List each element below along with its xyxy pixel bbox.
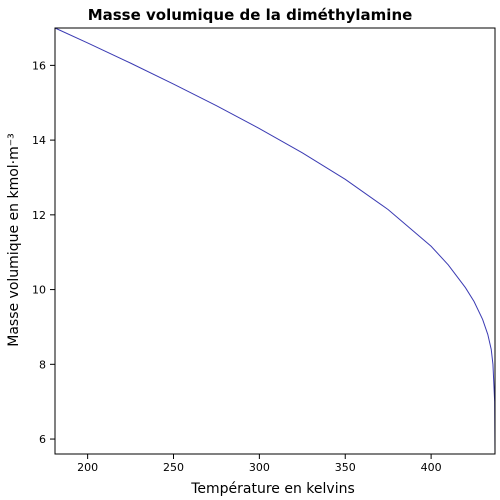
- y-axis-label: Masse volumique en kmol·m⁻³: [6, 133, 22, 347]
- x-tick-label: 300: [249, 461, 270, 474]
- x-axis-label: Température en kelvins: [190, 481, 355, 497]
- plot-frame: [54, 27, 496, 455]
- chart-title: Masse volumique de la diméthylamine: [88, 6, 413, 24]
- y-tick-label: 14: [32, 134, 46, 147]
- x-tick-label: 400: [421, 461, 442, 474]
- x-tick-label: 200: [77, 461, 98, 474]
- y-tick-label: 10: [32, 284, 46, 297]
- y-tick-label: 16: [32, 59, 46, 72]
- y-tick-label: 12: [32, 209, 46, 222]
- y-tick-label: 6: [39, 433, 46, 446]
- x-tick-label: 250: [163, 461, 184, 474]
- y-tick-label: 8: [39, 358, 46, 371]
- x-tick-label: 350: [335, 461, 356, 474]
- plot-area: 200 250 300 350 400 6 8 10 12 14 16: [32, 27, 496, 474]
- density-curve: [54, 27, 496, 455]
